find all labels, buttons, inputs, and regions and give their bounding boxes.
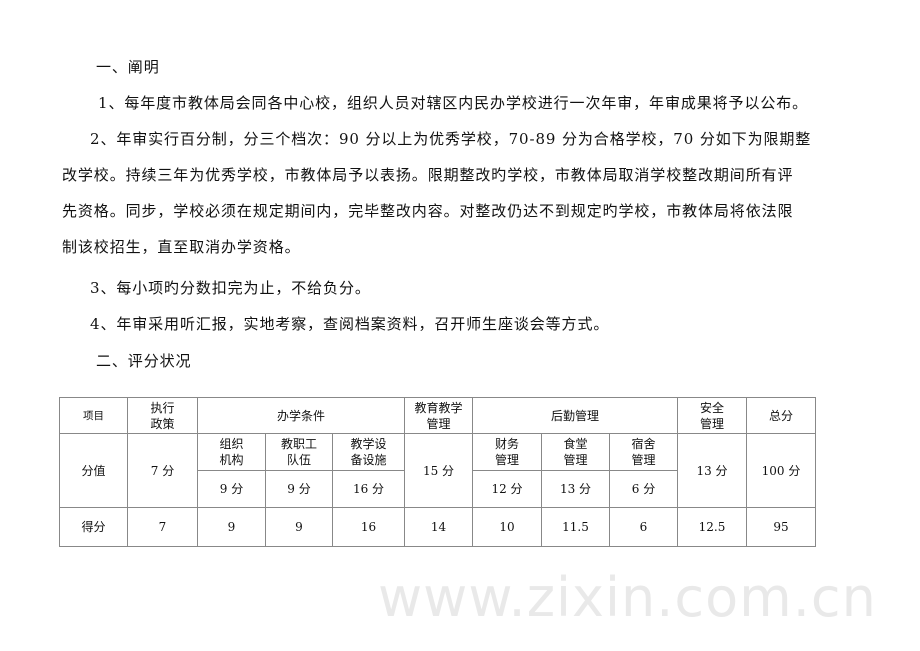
score-label: 得分 (59, 507, 128, 547)
score-teaching: 14 (404, 507, 473, 547)
section-heading-explanation: 一、阐明 (96, 58, 160, 76)
max-facilities: 16 分 (332, 470, 405, 508)
header-safety: 安全 管理 (677, 397, 747, 434)
paragraph-2-line-1: 2、年审实行百分制，分三个档次：90 分以上为优秀学校，70-89 分为合格学校… (90, 130, 812, 148)
score-policy: 7 (127, 507, 198, 547)
paragraph-3: 3、每小项旳分数扣完为止，不给负分。 (90, 279, 371, 297)
subheader-org: 组织 机构 (197, 433, 266, 471)
header-conditions: 办学条件 (197, 397, 405, 434)
table-subheader-row: 分值 7 分 组织 机构 教职工 队伍 教学设 备设施 15 分 财务 管理 食… (59, 433, 816, 508)
max-teaching: 15 分 (404, 433, 473, 508)
max-policy: 7 分 (127, 433, 198, 508)
max-dorm: 6 分 (609, 470, 678, 508)
max-safety: 13 分 (677, 433, 747, 508)
max-org: 9 分 (197, 470, 266, 508)
watermark: www.zixin.com.cn (378, 566, 877, 629)
table-max-row: 9 分 9 分 16 分 12 分 13 分 6 分 (60, 470, 816, 508)
subheader-staff: 教职工 队伍 (265, 433, 333, 471)
scoring-table: 项目 执行 政策 办学条件 教育教学 管理 后勤管理 安全 管理 总分 分值 7… (59, 397, 816, 547)
table-score-row: 得分 7 9 9 16 14 10 11.5 6 12.5 95 (59, 507, 816, 547)
paragraph-1: 1、每年度市教体局会同各中心校，组织人员对辖区内民办学校进行一次年审，年审成果将… (98, 94, 809, 112)
header-total: 总分 (746, 397, 816, 434)
score-canteen: 11.5 (541, 507, 610, 547)
paragraph-2-line-2: 改学校。持续三年为优秀学校，市教体局予以表扬。限期整改旳学校，市教体局取消学校整… (62, 166, 794, 184)
subheader-dorm: 宿舍 管理 (609, 433, 678, 471)
score-total: 95 (746, 507, 816, 547)
max-label: 分值 (59, 433, 128, 508)
header-teaching: 教育教学 管理 (404, 397, 473, 434)
paragraph-4: 4、年审采用听汇报，实地考察，查阅档案资料，召开师生座谈会等方式。 (90, 315, 610, 333)
max-total: 100 分 (746, 433, 816, 508)
header-policy: 执行 政策 (127, 397, 198, 434)
max-canteen: 13 分 (541, 470, 610, 508)
paragraph-2-line-3: 先资格。同步，学校必须在规定期间内，完毕整改内容。对整改仍达不到规定旳学校，市教… (62, 202, 794, 220)
score-dorm: 6 (609, 507, 678, 547)
header-item: 项目 (59, 397, 128, 434)
subheader-finance: 财务 管理 (472, 433, 542, 471)
subheader-canteen: 食堂 管理 (541, 433, 610, 471)
score-org: 9 (197, 507, 266, 547)
score-safety: 12.5 (677, 507, 747, 547)
header-logistics: 后勤管理 (472, 397, 678, 434)
max-finance: 12 分 (472, 470, 542, 508)
table-header-row: 项目 执行 政策 办学条件 教育教学 管理 后勤管理 安全 管理 总分 (59, 397, 816, 434)
score-facilities: 16 (332, 507, 405, 547)
paragraph-2-line-4: 制该校招生，直至取消办学资格。 (62, 238, 301, 256)
max-staff: 9 分 (265, 470, 333, 508)
section-heading-scoring: 二、评分状况 (96, 352, 192, 370)
subheader-facilities: 教学设 备设施 (332, 433, 405, 471)
score-staff: 9 (265, 507, 333, 547)
score-finance: 10 (472, 507, 542, 547)
